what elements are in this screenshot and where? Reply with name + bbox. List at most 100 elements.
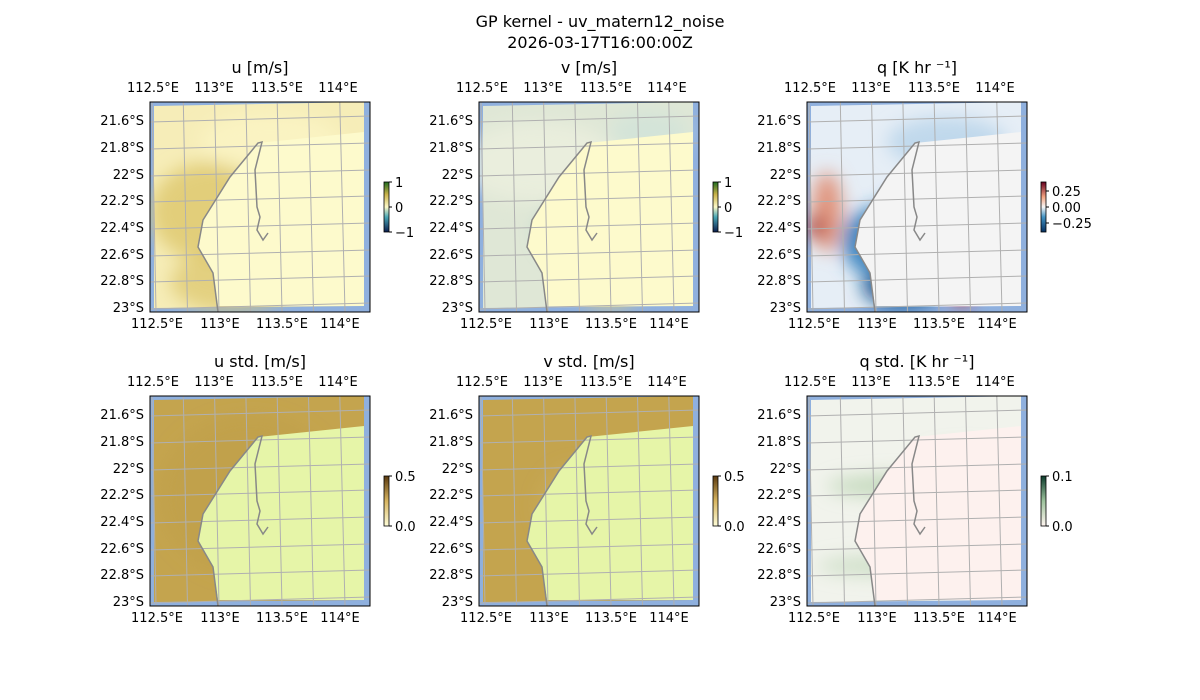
x-tick-label-top: 112.5°E: [127, 375, 179, 390]
gridline-lat: [807, 195, 1027, 203]
y-tick-label: 22.2°S: [100, 488, 144, 503]
gridline-lon: [574, 102, 580, 312]
y-tick-label: 21.8°S: [429, 435, 473, 450]
panel-title: v [m/s]: [561, 58, 617, 77]
coastline: [197, 140, 269, 312]
x-tick-label-bottom: 114°E: [649, 317, 689, 332]
gridline-lat: [807, 596, 1027, 604]
gridline-lat: [807, 436, 1027, 444]
axes-frame: [806, 101, 1028, 313]
x-tick-label-top: 113.5°E: [908, 375, 960, 390]
y-tick-label: 21.8°S: [429, 141, 473, 156]
colorbar: 0.1 0.0: [1040, 470, 1073, 535]
x-tick-label-bottom: 112.5°E: [460, 611, 512, 626]
gridline-lat: [479, 569, 699, 577]
colorbar-tick-label: 0.0: [724, 520, 745, 535]
gridline-lon: [637, 102, 643, 312]
y-tick-label: 21.8°S: [757, 141, 801, 156]
coastline: [526, 140, 598, 312]
gridline-lon: [480, 396, 486, 606]
map-panel: q [K hr ⁻¹] 112.5°E 112.5°E 113°E 113°E 113.5…: [757, 58, 1092, 332]
x-tick-label-top: 113°E: [851, 81, 891, 96]
gridline-lon: [543, 396, 549, 606]
y-tick-label: 22.4°S: [100, 221, 144, 236]
colorbar-tick-label: 0.00: [1052, 201, 1081, 216]
axes-frame: [478, 395, 700, 607]
map-content: [479, 396, 699, 606]
x-tick-label-top: 114°E: [975, 81, 1015, 96]
gridline-lat: [150, 489, 370, 497]
x-tick-label-bottom: 113.5°E: [585, 611, 637, 626]
x-tick-label-bottom: 114°E: [649, 611, 689, 626]
y-tick-label: 22.6°S: [757, 542, 801, 557]
map-panel: u [m/s]112.5°E112.5°E113°E113°E113.5°E11…: [100, 58, 414, 332]
figure-title: GP kernel - uv_matern12_noise: [475, 12, 725, 31]
gridline-lat: [479, 142, 699, 150]
gridline-lat: [479, 222, 699, 230]
colorbar-gradient: [383, 475, 390, 527]
panel-title: u std. [m/s]: [214, 352, 306, 371]
y-tick-label: 22.8°S: [429, 274, 473, 289]
land-mask: [198, 132, 364, 306]
gridline-lon: [182, 102, 188, 312]
gridline-lat: [807, 222, 1027, 230]
coastline: [526, 434, 598, 606]
gridline-lat: [479, 543, 699, 551]
y-tick-label: 22.2°S: [757, 194, 801, 209]
y-tick-label: 22°S: [770, 168, 801, 183]
x-tick-label-top: 112.5°E: [784, 375, 836, 390]
gridline-lon: [480, 102, 486, 312]
field-blob: [812, 172, 842, 252]
x-tick-label-top: 113.5°E: [908, 81, 960, 96]
map-panel: u std. [m/s] 112.5°E 112.5°E 113°E 113°E 113.…: [100, 352, 415, 626]
gridline-lon: [574, 396, 580, 606]
gridline-lat: [150, 222, 370, 230]
gridline-lat: [479, 436, 699, 444]
gridline-lat: [807, 275, 1027, 283]
map-content: [150, 396, 370, 606]
gridline-lat: [479, 489, 699, 497]
gridline-lon: [808, 396, 814, 606]
x-tick-label-top: 112.5°E: [127, 81, 179, 96]
colorbar-tick-label: 0.1: [1052, 470, 1073, 485]
y-tick-label: 23°S: [442, 301, 473, 316]
gridline-lon: [637, 396, 643, 606]
colorbar: 0.250.00−0.25: [1040, 181, 1092, 233]
y-tick-label: 22.4°S: [100, 515, 144, 530]
gridline-lat: [807, 115, 1027, 123]
y-tick-label: 22.4°S: [429, 221, 473, 236]
gridline-lat: [479, 169, 699, 177]
gridline-lon: [839, 396, 845, 606]
gridline-lat: [807, 489, 1027, 497]
panel-title: q [K hr ⁻¹]: [877, 58, 957, 77]
x-tick-label-bottom: 112.5°E: [788, 317, 840, 332]
y-tick-label: 22.6°S: [100, 248, 144, 263]
x-tick-label-top: 114°E: [318, 375, 358, 390]
colorbar-tick-label: 0.0: [1052, 520, 1073, 535]
y-tick-label: 21.6°S: [757, 114, 801, 129]
x-tick-label-bottom: 112.5°E: [131, 317, 183, 332]
y-tick-label: 22.4°S: [757, 515, 801, 530]
coastline: [854, 434, 926, 606]
y-tick-label: 22.8°S: [100, 274, 144, 289]
land-mask: [527, 132, 693, 306]
y-tick-label: 23°S: [770, 595, 801, 610]
gridline-lat: [807, 249, 1027, 257]
x-tick-label-top: 112.5°E: [784, 81, 836, 96]
y-tick-label: 22.4°S: [757, 221, 801, 236]
y-tick-label: 22.6°S: [757, 248, 801, 263]
colorbar: 0.5 0.0: [383, 470, 416, 535]
gridline-lon: [871, 102, 877, 312]
x-tick-label-top: 112.5°E: [456, 375, 508, 390]
x-tick-label-bottom: 112.5°E: [460, 317, 512, 332]
y-tick-label: 21.6°S: [429, 408, 473, 423]
gridline-lon: [214, 396, 220, 606]
y-tick-label: 22.2°S: [757, 488, 801, 503]
gridline-lat: [150, 516, 370, 524]
y-tick-label: 21.6°S: [100, 408, 144, 423]
x-tick-label-bottom: 113°E: [200, 317, 240, 332]
y-tick-label: 22.8°S: [757, 274, 801, 289]
gridline-lat: [479, 195, 699, 203]
x-tick-label-top: 113.5°E: [251, 81, 303, 96]
